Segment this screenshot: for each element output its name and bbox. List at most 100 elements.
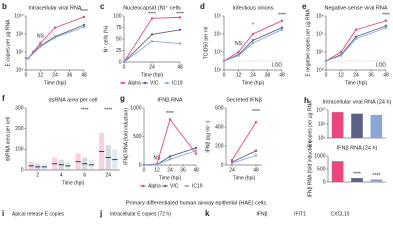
data-point <box>24 57 28 60</box>
annotation: NS <box>235 41 243 47</box>
y-axis-label: TCID50 per ml <box>203 27 209 60</box>
data-point <box>384 26 388 29</box>
bar <box>351 113 363 138</box>
y-tick-label: 25 <box>116 48 122 54</box>
data-point <box>194 149 198 152</box>
series-line <box>123 40 181 63</box>
panel-letter: f <box>2 94 5 103</box>
data-point <box>53 26 57 29</box>
x-axis-label: Time (hpi) <box>233 175 256 181</box>
data-point <box>122 60 126 64</box>
y-tick-label: 50 <box>116 36 122 42</box>
data-point <box>39 45 42 48</box>
y-tick-label: 400 <box>215 124 224 130</box>
y-tick-label: 0 <box>323 179 326 185</box>
data-point <box>168 118 172 121</box>
data-point <box>27 57 30 60</box>
data-point <box>354 28 358 31</box>
gene-label: IFNβ <box>257 211 268 217</box>
y-tick-label: 300 <box>15 105 24 111</box>
y-tick-label: 100 <box>113 13 122 19</box>
annotation: **** <box>80 9 88 15</box>
data-point <box>280 19 284 22</box>
legend-marker <box>163 184 167 188</box>
x-axis-label: Time (hpi) <box>141 72 164 78</box>
panel-letter: g <box>120 94 125 103</box>
x-tick-label: 0 <box>143 167 146 173</box>
x-tick-label: 2 <box>36 172 39 178</box>
y-axis-label: IFNβ RNA (fold induction) <box>307 140 313 197</box>
y-axis-label: dsRNA area per cell <box>5 117 11 161</box>
y-tick-label: 10³ <box>214 49 222 55</box>
y-axis-label: E negative copies per µg RNA <box>305 9 311 77</box>
legend-label: IC19 <box>172 80 183 86</box>
x-tick-label: 24 <box>229 167 235 173</box>
x-tick-label: 48 <box>383 72 389 78</box>
panel-title: Apical release E copies <box>12 211 64 217</box>
x-tick-label: 24 <box>353 72 359 78</box>
y-tick-label: 0 <box>21 167 24 173</box>
data-point <box>230 159 234 162</box>
y-tick-label: 10⁷ <box>316 31 324 37</box>
y-axis-label: IFNβ (pg ml⁻¹) <box>205 120 211 153</box>
x-tick-label: 36 <box>368 72 374 78</box>
y-tick-label: 500 <box>317 166 326 172</box>
data-point <box>32 52 35 55</box>
series-line <box>223 29 283 62</box>
x-tick-label: 12 <box>338 72 344 78</box>
data-point <box>168 158 172 161</box>
panel-title: Nucleocapsid (N)⁺ cells <box>123 4 181 11</box>
x-tick-label: 36 <box>180 167 186 173</box>
data-point <box>168 155 172 158</box>
panel-title: Intracellular viral RNA <box>28 5 82 11</box>
annotation: **** <box>176 11 184 17</box>
data-point <box>178 42 182 45</box>
lod-label: LOD <box>272 62 283 68</box>
y-tick-label: 100 <box>15 147 24 153</box>
x-tick-label: 0 <box>223 72 226 78</box>
data-point <box>354 35 358 38</box>
legend-label: VIC <box>170 183 179 189</box>
series-line <box>143 150 197 166</box>
x-tick-label: 48 <box>279 72 285 78</box>
panel-title: Negative-sense viral RNA <box>325 5 388 11</box>
lod-label: LOD <box>376 62 387 68</box>
x-tick-label: 12 <box>154 167 160 173</box>
legend-marker <box>165 81 169 85</box>
annotation: **** <box>372 173 380 179</box>
y-tick-label: 1000 <box>130 105 141 111</box>
y-tick-label: 10⁹ <box>316 13 324 19</box>
y-tick-label: 0 <box>119 59 122 65</box>
x-tick-label: 48 <box>177 64 183 70</box>
data-point <box>39 41 42 45</box>
annotation: **** <box>382 13 390 19</box>
panel-title: Infectious virions <box>233 5 274 11</box>
x-tick-label: 24 <box>52 72 58 78</box>
x-axis-label: Time (hpi) <box>159 175 182 181</box>
panel-letter: i <box>2 209 4 218</box>
data-point <box>194 146 198 150</box>
data-point <box>150 40 154 43</box>
panel-letter: j <box>99 209 102 218</box>
panel-letter: d <box>200 2 205 11</box>
y-axis-label: E copies per µg RNA <box>307 100 313 147</box>
y-tick-label: 10⁵ <box>214 31 222 37</box>
series-line <box>231 155 257 164</box>
y-axis-label: E copies per µg RNA <box>5 19 11 66</box>
series-line <box>325 20 387 62</box>
data-point <box>280 26 284 29</box>
y-axis-label: IFNβ RNA (fold induction) <box>123 108 129 165</box>
data-point <box>150 33 154 36</box>
y-tick-label: 10¹ <box>214 67 222 73</box>
x-tick-label: 36 <box>265 72 271 78</box>
legend-label: VIC <box>150 80 159 86</box>
data-point <box>251 41 255 45</box>
panel-title: Secreted IFNβ <box>226 97 262 103</box>
panel-title: IFNβ RNA <box>157 97 182 103</box>
gene-label: CXCL10 <box>331 211 350 217</box>
x-tick-label: 48 <box>81 72 87 78</box>
bar <box>370 114 383 138</box>
y-tick-label: 1000 <box>314 153 325 159</box>
y-tick-label: 10¹⁰ <box>14 13 23 19</box>
data-point <box>142 163 146 167</box>
